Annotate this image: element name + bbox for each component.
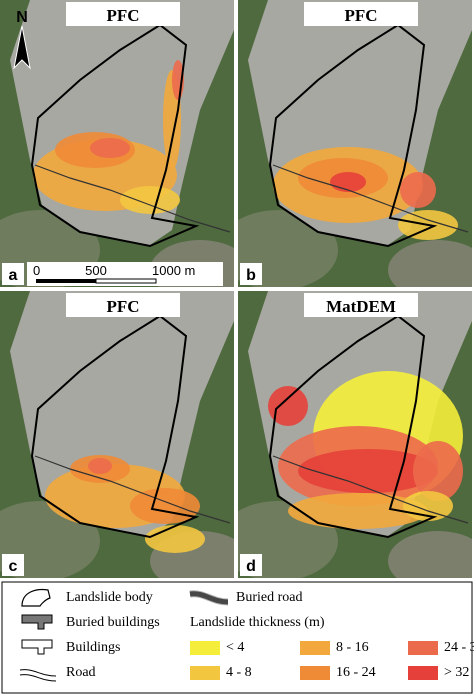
road — [272, 455, 469, 524]
icon-buried-road-edge — [189, 590, 229, 606]
thickness-zone — [330, 172, 366, 192]
legend-class-label: 4 - 8 — [226, 665, 252, 680]
road — [34, 455, 231, 524]
thickness-zone — [298, 449, 438, 493]
north-arrow — [13, 25, 31, 70]
legend-swatch — [300, 641, 330, 655]
legend-class-label: 24 - 32 — [444, 640, 474, 655]
legend-swatch — [300, 666, 330, 680]
terrain-patch — [388, 240, 472, 287]
thickness-zone — [120, 186, 180, 214]
map-panel: PFC b — [238, 0, 472, 287]
title-box — [304, 2, 418, 26]
thickness-zone — [145, 525, 205, 553]
road — [272, 164, 469, 233]
thickness-zone — [88, 458, 112, 474]
map-panel: MatDEM d — [238, 291, 472, 578]
panel-letter: d — [246, 558, 256, 575]
map-content — [238, 0, 472, 287]
map-content — [238, 291, 472, 578]
legend-label: Buried road — [236, 590, 302, 605]
panel-letter: b — [246, 267, 256, 284]
letter-box — [240, 554, 262, 576]
thickness-zone — [268, 386, 308, 426]
icon-buildings — [21, 639, 53, 655]
map-content — [0, 0, 234, 287]
panel-letter: c — [9, 558, 18, 575]
legend-swatch — [190, 666, 220, 680]
thickness-zone — [90, 138, 130, 158]
letter-box — [2, 263, 24, 285]
legend-class-label: > 32 — [444, 665, 469, 680]
icon-buried-buildings — [21, 614, 53, 630]
letter-box — [2, 554, 24, 576]
north-label: N — [16, 9, 28, 26]
panel-letter: a — [9, 267, 18, 284]
legend-label: Landslide body — [66, 590, 153, 605]
legend-swatch — [408, 666, 438, 680]
title-box — [66, 2, 180, 26]
legend-label: Road — [66, 665, 96, 680]
legend-class-label: 16 - 24 — [336, 665, 376, 680]
legend-box — [1, 581, 473, 694]
map-content — [0, 291, 234, 578]
legend: Landslide body Buried buildings Buildings R… — [1, 581, 474, 694]
panel-title: PFC — [106, 6, 139, 25]
thickness-zone — [413, 441, 463, 501]
map-panel: PFC c — [0, 291, 234, 578]
panel-title: PFC — [106, 297, 139, 316]
legend-swatch — [190, 641, 220, 655]
panel-title: PFC — [344, 6, 377, 25]
icon-landslide-body — [21, 588, 51, 607]
scale-label: 500 — [85, 263, 107, 278]
map-panel: PFC a N 0 500 1000 m — [0, 0, 234, 287]
title-box — [304, 293, 418, 317]
landslide-outline — [30, 314, 200, 539]
thickness-zone — [130, 488, 200, 524]
letter-box — [240, 263, 262, 285]
icon-road — [19, 669, 57, 682]
scale-label: 1000 m — [152, 263, 195, 278]
legend-class-label: < 4 — [226, 640, 244, 655]
legend-label: Buried buildings — [66, 615, 160, 630]
landslide-outline — [268, 314, 438, 539]
legend-class-label: 8 - 16 — [336, 640, 369, 655]
landslide-outline — [268, 23, 438, 248]
thickness-zone — [400, 172, 436, 208]
panel-title: MatDEM — [326, 297, 396, 316]
road — [34, 164, 231, 233]
legend-label: Buildings — [66, 640, 120, 655]
legend-swatch — [408, 641, 438, 655]
icon-buried-road — [189, 591, 229, 605]
scale-bar-half — [95, 278, 157, 284]
landslide-outline — [30, 23, 200, 248]
scale-label: 0 — [33, 263, 40, 278]
terrain-patch — [388, 531, 472, 578]
title-box — [66, 293, 180, 317]
legend-heading: Landslide thickness (m) — [190, 615, 325, 630]
